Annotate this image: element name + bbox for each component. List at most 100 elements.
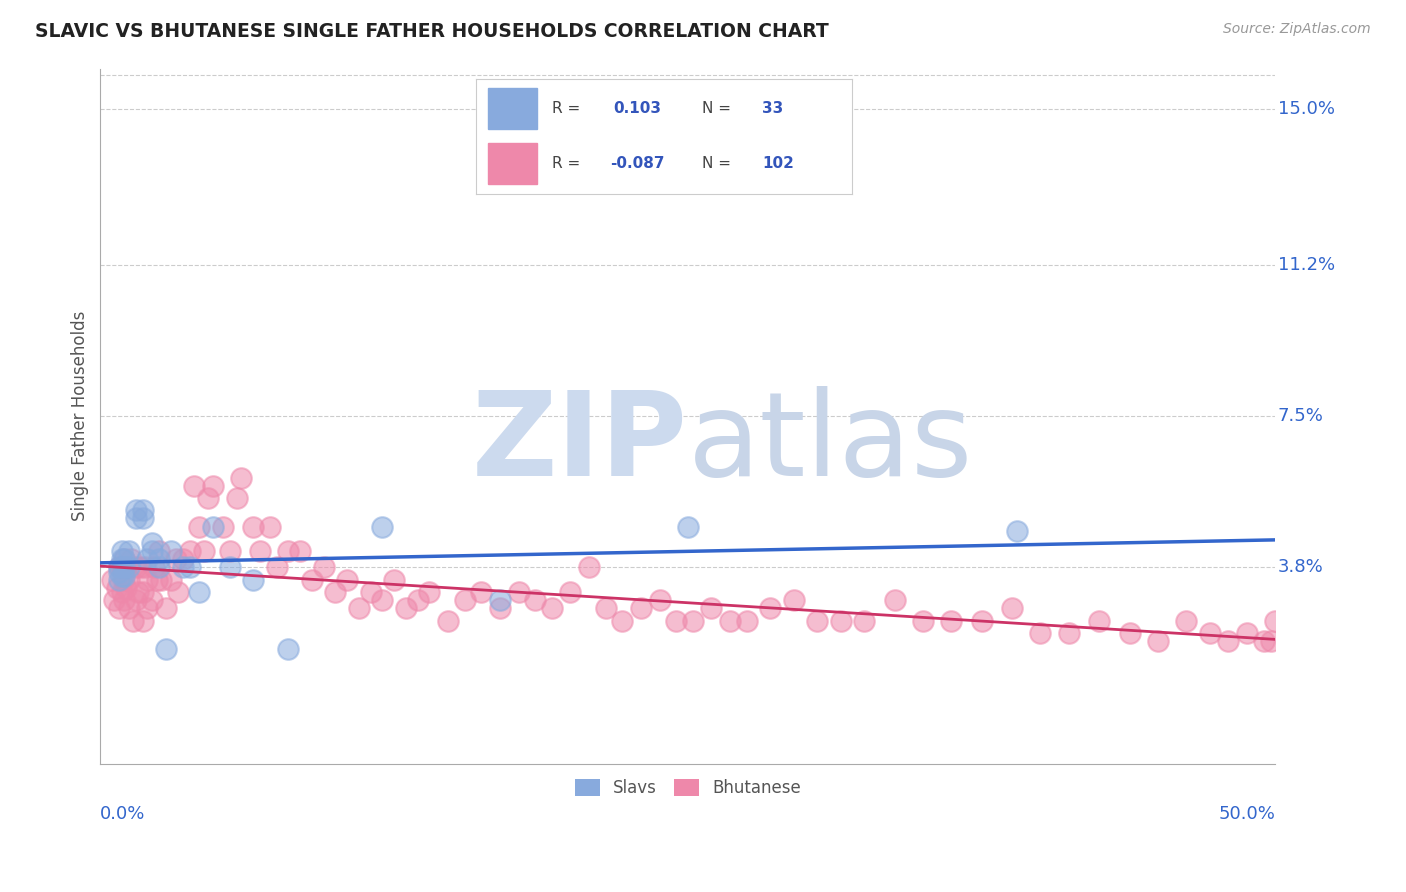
Point — [148, 544, 170, 558]
Point — [145, 573, 167, 587]
Point — [193, 544, 215, 558]
Point — [179, 560, 201, 574]
Point — [105, 581, 128, 595]
Point — [578, 560, 600, 574]
Point — [1260, 634, 1282, 648]
Point — [676, 519, 699, 533]
Point — [115, 581, 138, 595]
Point — [437, 614, 460, 628]
Point — [1175, 614, 1198, 628]
Point — [231, 470, 253, 484]
Point — [301, 573, 323, 587]
Point — [141, 593, 163, 607]
Point — [131, 585, 153, 599]
Point — [759, 601, 782, 615]
Point — [143, 560, 166, 574]
Point — [112, 552, 135, 566]
Point — [112, 568, 135, 582]
Point — [259, 519, 281, 533]
Point — [141, 544, 163, 558]
Point — [110, 585, 132, 599]
Point — [124, 503, 146, 517]
Point — [508, 585, 530, 599]
Point — [117, 560, 139, 574]
Point — [108, 573, 131, 587]
Text: atlas: atlas — [688, 386, 973, 501]
Point — [148, 560, 170, 574]
Point — [103, 593, 125, 607]
Point — [1198, 626, 1220, 640]
Text: 50.0%: 50.0% — [1219, 805, 1275, 823]
Point — [148, 552, 170, 566]
Legend: Slavs, Bhutanese: Slavs, Bhutanese — [568, 772, 807, 805]
Point — [489, 601, 512, 615]
Point — [124, 560, 146, 574]
Point — [1005, 524, 1028, 538]
Point — [124, 511, 146, 525]
Point — [108, 560, 131, 574]
Point — [830, 614, 852, 628]
Point — [883, 593, 905, 607]
Point — [470, 585, 492, 599]
Point — [112, 560, 135, 574]
Point — [197, 491, 219, 505]
Point — [110, 544, 132, 558]
Point — [360, 585, 382, 599]
Text: 7.5%: 7.5% — [1278, 407, 1323, 425]
Point — [150, 573, 173, 587]
Point — [700, 601, 723, 615]
Point — [155, 601, 177, 615]
Point — [648, 593, 671, 607]
Point — [124, 593, 146, 607]
Point — [131, 503, 153, 517]
Point — [112, 593, 135, 607]
Point — [218, 560, 240, 574]
Point — [101, 573, 124, 587]
Point — [939, 614, 962, 628]
Point — [155, 642, 177, 657]
Point — [117, 544, 139, 558]
Point — [630, 601, 652, 615]
Point — [242, 519, 264, 533]
Point — [136, 601, 159, 615]
Point — [718, 614, 741, 628]
Point — [129, 560, 152, 574]
Point — [1119, 626, 1142, 640]
Point — [110, 560, 132, 574]
Point — [1057, 626, 1080, 640]
Point — [735, 614, 758, 628]
Point — [1147, 634, 1170, 648]
Point — [188, 585, 211, 599]
Point — [136, 552, 159, 566]
Point — [108, 601, 131, 615]
Text: 11.2%: 11.2% — [1278, 256, 1334, 274]
Point — [266, 560, 288, 574]
Point — [806, 614, 828, 628]
Point — [1236, 626, 1258, 640]
Point — [288, 544, 311, 558]
Point — [782, 593, 804, 607]
Point — [371, 519, 394, 533]
Point — [395, 601, 418, 615]
Point — [406, 593, 429, 607]
Point — [172, 560, 194, 574]
Point — [325, 585, 347, 599]
Point — [160, 573, 183, 587]
Point — [183, 479, 205, 493]
Point — [1001, 601, 1024, 615]
Point — [312, 560, 335, 574]
Point — [211, 519, 233, 533]
Point — [134, 560, 156, 574]
Point — [202, 519, 225, 533]
Point — [1253, 634, 1275, 648]
Point — [120, 552, 142, 566]
Point — [188, 519, 211, 533]
Point — [179, 544, 201, 558]
Point — [117, 573, 139, 587]
Point — [560, 585, 582, 599]
Point — [136, 573, 159, 587]
Text: 3.8%: 3.8% — [1278, 558, 1323, 576]
Point — [110, 552, 132, 566]
Point — [595, 601, 617, 615]
Point — [540, 601, 562, 615]
